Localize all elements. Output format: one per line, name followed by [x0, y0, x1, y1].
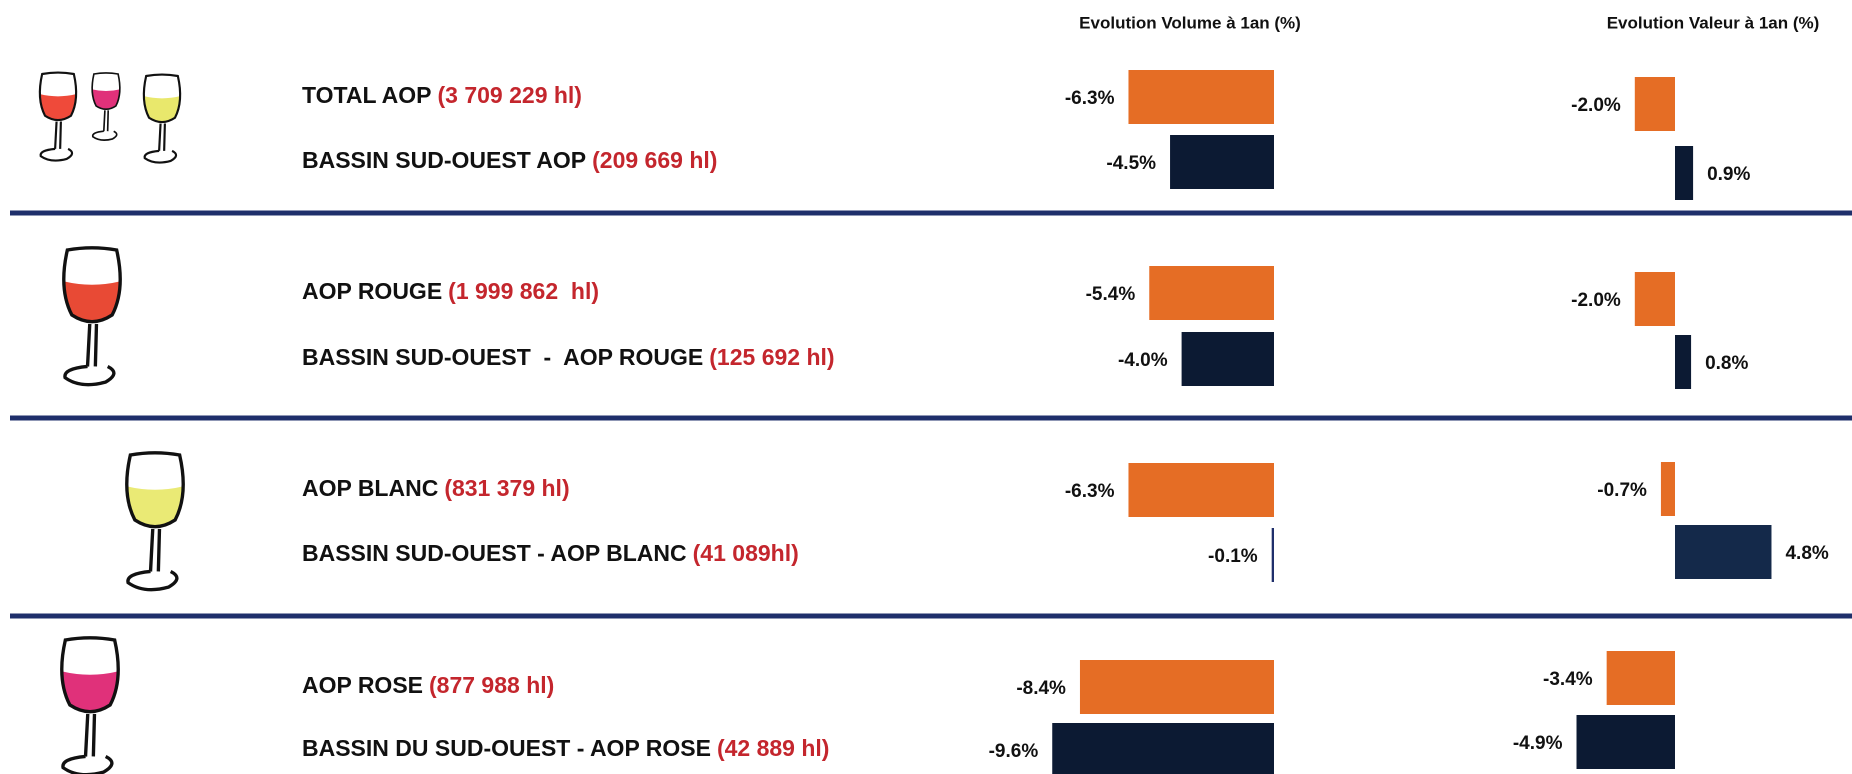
row-name: AOP BLANC — [302, 475, 438, 501]
wine-glass — [62, 638, 118, 774]
row-volume: (831 379 hl) — [444, 475, 569, 501]
value-label: -4.5% — [1106, 153, 1156, 174]
value-label: -6.3% — [1065, 481, 1115, 502]
value-label: 4.8% — [1785, 543, 1828, 564]
glass-base — [65, 366, 114, 384]
bar — [1182, 332, 1274, 386]
bar — [1170, 135, 1274, 189]
bar — [1272, 528, 1274, 582]
row-label: BASSIN SUD-OUEST - AOP BLANC(41 089hl) — [302, 540, 799, 566]
bar — [1635, 272, 1675, 326]
glass-base — [41, 149, 72, 161]
glasses — [40, 73, 183, 774]
bar — [1128, 463, 1274, 517]
bar — [1607, 651, 1675, 705]
value-label: -3.4% — [1543, 669, 1593, 690]
row-name: BASSIN DU SUD-OUEST - AOP ROSE — [302, 735, 711, 761]
bar — [1149, 266, 1274, 320]
value-label: -9.6% — [989, 741, 1039, 762]
bar — [1635, 77, 1675, 131]
bar — [1080, 660, 1274, 714]
row-label: AOP BLANC(831 379 hl) — [302, 475, 570, 501]
row-name: TOTAL AOP — [302, 82, 432, 108]
bar — [1052, 723, 1274, 774]
value-label: -0.1% — [1208, 546, 1258, 567]
bar — [1128, 70, 1274, 124]
row-volume: (209 669 hl) — [592, 147, 717, 173]
row-name: AOP ROUGE — [302, 278, 442, 304]
glass-base — [145, 151, 176, 163]
glass-base — [128, 571, 177, 589]
row-label: AOP ROUGE(1 999 862 hl) — [302, 278, 599, 304]
value-label: 0.8% — [1705, 353, 1748, 374]
value-label: -5.4% — [1086, 284, 1136, 305]
glass-stem — [104, 110, 108, 131]
row-volume: (3 709 229 hl) — [438, 82, 582, 108]
row-name: AOP ROSE — [302, 672, 423, 698]
glass-base — [63, 756, 112, 774]
row-name: BASSIN SUD-OUEST - AOP ROUGE — [302, 344, 703, 370]
chart-title: Evolution Volume à 1an (%) — [1079, 13, 1301, 32]
glass-stem — [151, 529, 160, 572]
glass-stem — [55, 122, 61, 149]
row-volume: (1 999 862 hl) — [448, 278, 599, 304]
row-name: BASSIN SUD-OUEST AOP — [302, 147, 586, 173]
chart-title: Evolution Valeur à 1an (%) — [1607, 13, 1820, 32]
bar — [1577, 715, 1675, 769]
glass-stem — [86, 714, 95, 757]
bar — [1661, 462, 1675, 516]
row-volume: (41 089hl) — [693, 540, 799, 566]
value-label: -4.0% — [1118, 350, 1168, 371]
row-volume: (125 692 hl) — [709, 344, 834, 370]
row-label: BASSIN DU SUD-OUEST - AOP ROSE(42 889 hl… — [302, 735, 829, 761]
wine-glass — [64, 248, 120, 385]
glass-base — [93, 131, 117, 140]
glass-stem — [88, 324, 97, 367]
row-label: TOTAL AOP(3 709 229 hl) — [302, 82, 582, 108]
bar — [1675, 525, 1771, 579]
bar — [1675, 146, 1693, 200]
value-label: -2.0% — [1571, 290, 1621, 311]
row-name: BASSIN SUD-OUEST - AOP BLANC — [302, 540, 687, 566]
row-volume: (42 889 hl) — [717, 735, 830, 761]
value-label: -2.0% — [1571, 95, 1621, 116]
value-label: -0.7% — [1597, 480, 1647, 501]
row-label: AOP ROSE(877 988 hl) — [302, 672, 554, 698]
value-label: -4.9% — [1513, 733, 1563, 754]
row-label: BASSIN SUD-OUEST AOP(209 669 hl) — [302, 147, 717, 173]
wine-glass — [127, 453, 183, 590]
wine-glass — [40, 73, 76, 161]
value-label: -6.3% — [1065, 88, 1115, 109]
value-label: 0.9% — [1707, 164, 1750, 185]
infographic: TOTAL AOP(3 709 229 hl) BASSIN SUD-OUEST … — [0, 0, 1852, 774]
wine-glass — [92, 73, 120, 140]
wine-glass — [144, 75, 180, 163]
row-label: BASSIN SUD-OUEST - AOP ROUGE(125 692 hl) — [302, 344, 835, 370]
bar — [1675, 335, 1691, 389]
value-label: -8.4% — [1016, 678, 1066, 699]
row-volume: (877 988 hl) — [429, 672, 554, 698]
glass-stem — [159, 124, 165, 151]
